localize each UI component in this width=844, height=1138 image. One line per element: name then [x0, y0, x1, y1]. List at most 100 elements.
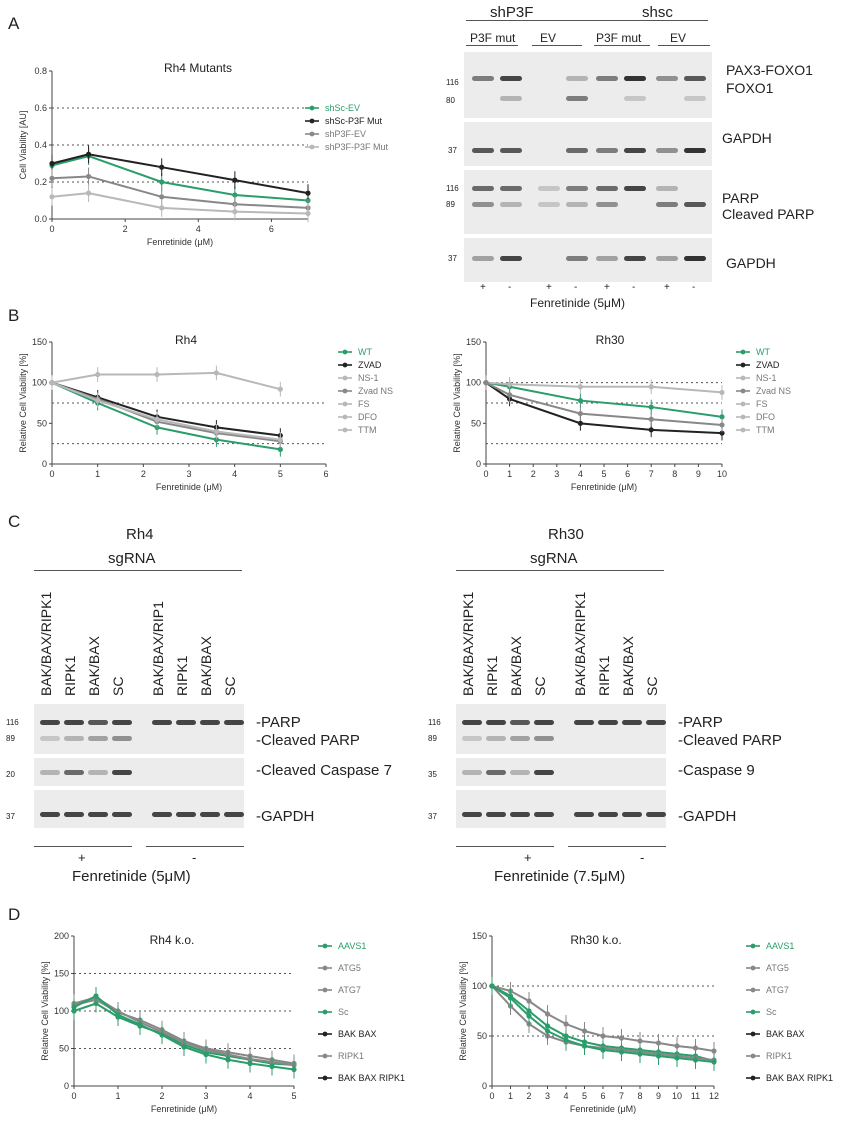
- blot-c-rh30-right-label: -GAPDH: [678, 808, 737, 825]
- data-point: [719, 422, 725, 428]
- data-point: [49, 380, 55, 386]
- panel-letter-a: A: [8, 14, 20, 33]
- legend-marker: [309, 131, 315, 137]
- y-tick-label: 50: [59, 1044, 69, 1054]
- y-axis-label: Cell Viability [AU]: [18, 111, 28, 180]
- blot-c-rh30-lane-label: SC: [644, 676, 660, 696]
- blot-a-subline: [658, 45, 710, 46]
- legend-marker: [740, 349, 746, 355]
- blot-band: [624, 76, 646, 81]
- blot-band: [656, 148, 678, 153]
- legend-marker: [342, 401, 348, 407]
- blot-a-marker: 37: [448, 254, 457, 263]
- blot-a-subline: [466, 45, 518, 46]
- legend-marker: [322, 943, 328, 949]
- blot-c-rh30-band: [510, 720, 530, 725]
- blot-c-rh30-band: [622, 720, 642, 725]
- series-line-wt: [485, 381, 723, 418]
- blot-c-rh30-band: [486, 736, 506, 741]
- legend-marker: [322, 1031, 328, 1037]
- blot-a-line: [466, 20, 602, 21]
- blot-c-rh30-sgrna-label: sgRNA: [530, 550, 578, 567]
- blot-c-rh4-band: [40, 770, 60, 775]
- legend-item: RIPK1: [338, 1051, 364, 1061]
- legend-marker: [342, 388, 348, 394]
- blot-a-strip-2: [464, 122, 712, 166]
- panel-letter-c: C: [8, 512, 21, 531]
- blot-c-rh30-band: [462, 736, 482, 741]
- data-point: [563, 1037, 569, 1043]
- blot-a-marker: 116: [446, 78, 459, 87]
- blot-c-rh30-right-label: -Caspase 9: [678, 762, 755, 779]
- legend-marker: [750, 1031, 756, 1037]
- blot-a-strip-1: [464, 52, 712, 118]
- x-axis-label: Fenretinide (μM): [570, 1104, 636, 1114]
- x-tick-label: 0: [489, 1091, 494, 1101]
- data-point: [49, 194, 55, 200]
- legend-marker: [740, 427, 746, 433]
- x-tick-label: 3: [554, 469, 559, 479]
- blot-c-rh4-band: [88, 812, 108, 817]
- blot-a-label-cleaved-parp: Cleaved PARP: [722, 206, 815, 222]
- blot-c-rh30-marker: 35: [428, 770, 437, 779]
- blot-band: [684, 76, 706, 81]
- blot-c-rh4-marker: 20: [6, 770, 15, 779]
- blot-band: [472, 202, 494, 207]
- blot-a-label-gapdh-2: GAPDH: [726, 255, 776, 271]
- blot-c-rh4-band: [88, 720, 108, 725]
- blot-c-rh30-sign-plus: +: [524, 850, 532, 865]
- blot-c-rh30-band: [574, 720, 594, 725]
- y-tick-label: 150: [32, 337, 47, 347]
- blot-c-rh30-lane-label: BAK/BAX: [508, 636, 524, 696]
- x-tick-label: 9: [656, 1091, 661, 1101]
- blot-c-rh4-lane-label: RIPK1: [174, 655, 190, 696]
- legend-marker: [342, 375, 348, 381]
- data-point: [648, 427, 654, 433]
- data-point: [648, 404, 654, 410]
- legend-item: AAVS1: [338, 941, 366, 951]
- blot-a-sign: -: [692, 282, 696, 293]
- x-tick-label: 6: [600, 1091, 605, 1101]
- blot-c-rh30-lane-label: BAK/BAX/RIPK1: [572, 591, 588, 696]
- x-tick-label: 6: [269, 224, 274, 234]
- chart-d-rh4-ko: 0 50 100 150 200 0 1 2 3 4 5 Rh4 k.o. Fenretinide (μ…: [40, 931, 405, 1114]
- blot-c-rh30-band: [646, 720, 666, 725]
- blot-c-rh30-band: [462, 812, 482, 817]
- blot-band: [566, 256, 588, 261]
- chart-b-rh4: 0 50 100 150 0 1 2 3 4 5 6 Rh4 Fenretinide (μM) Relat…: [18, 333, 393, 492]
- x-tick-label: 0: [49, 224, 54, 234]
- data-point: [544, 1011, 551, 1017]
- blot-band: [684, 148, 706, 153]
- blot-band: [472, 76, 494, 81]
- legend-marker: [322, 965, 328, 971]
- blot-a-group-shsc: shsc: [642, 4, 673, 21]
- x-tick-label: 3: [545, 1091, 550, 1101]
- y-tick-label: 100: [472, 981, 487, 991]
- legend-item: Sc: [766, 1007, 777, 1017]
- legend-marker: [309, 144, 315, 150]
- blot-c-rh30-band: [486, 770, 506, 775]
- data-point: [577, 420, 583, 426]
- data-point: [49, 160, 55, 167]
- blot-c-rh30-band: [486, 720, 506, 725]
- blot-band: [566, 186, 588, 191]
- data-point: [719, 430, 725, 436]
- data-point: [719, 414, 725, 420]
- x-tick-label: 2: [531, 469, 536, 479]
- data-point: [71, 1004, 77, 1010]
- data-point: [159, 164, 165, 170]
- x-tick-label: 10: [672, 1091, 682, 1101]
- legend-marker: [322, 1075, 328, 1081]
- x-tick-label: 9: [696, 469, 701, 479]
- data-point: [159, 194, 165, 200]
- data-point: [232, 192, 238, 198]
- y-tick-label: 150: [54, 969, 69, 979]
- legend-item: FS: [756, 399, 768, 409]
- legend-marker: [322, 987, 328, 993]
- blot-a-sign: -: [508, 282, 512, 293]
- blot-c-rh4-band: [64, 736, 84, 741]
- y-axis-label: Relative Cell Viability [%]: [452, 353, 462, 452]
- blot-c-rh30-lane-label: SC: [532, 676, 548, 696]
- blot-c-rh30-band: [622, 812, 642, 817]
- legend-item: RIPK1: [766, 1051, 792, 1061]
